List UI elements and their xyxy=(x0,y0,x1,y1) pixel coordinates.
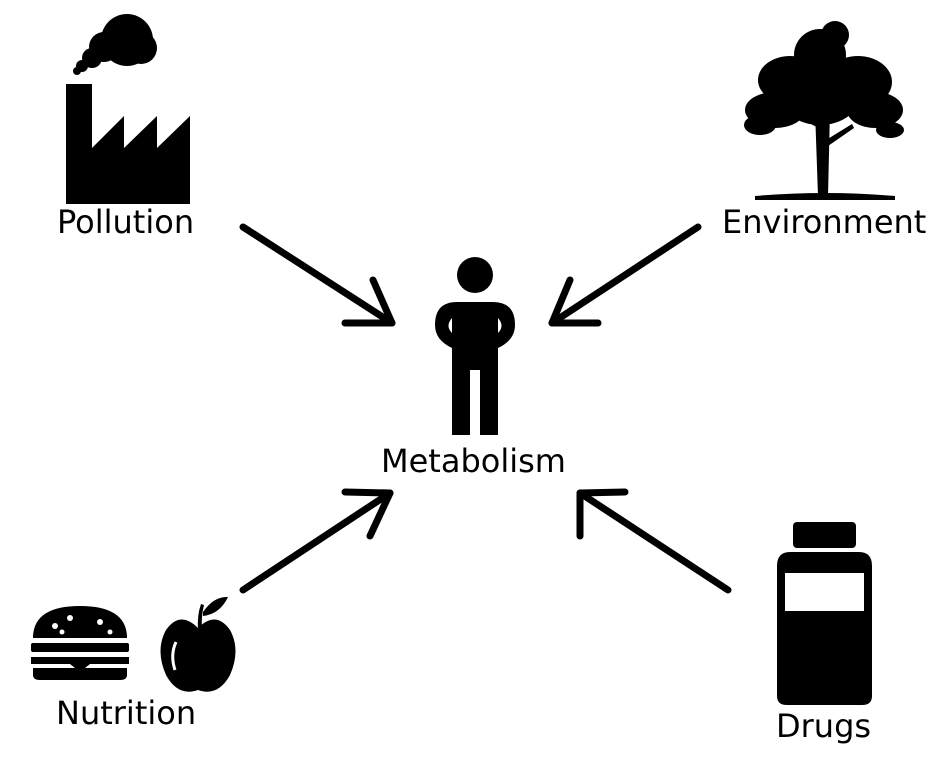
arrow-environment xyxy=(548,223,702,327)
burger-icon xyxy=(31,606,129,680)
metabolism-label: Metabolism xyxy=(381,442,566,480)
pollution-label: Pollution xyxy=(57,203,195,241)
pill-bottle-icon xyxy=(777,522,872,705)
nutrition-label: Nutrition xyxy=(56,694,197,732)
apple-icon xyxy=(160,596,236,692)
arrow-nutrition xyxy=(239,488,394,594)
environment-label: Environment xyxy=(722,203,927,241)
smoke-cloud xyxy=(73,14,157,75)
arrow-drugs xyxy=(576,488,732,594)
person-icon xyxy=(435,257,515,435)
drugs-label: Drugs xyxy=(776,707,872,745)
tree-icon xyxy=(744,21,904,200)
factory-icon xyxy=(66,14,190,204)
arrow-pollution xyxy=(239,223,396,327)
